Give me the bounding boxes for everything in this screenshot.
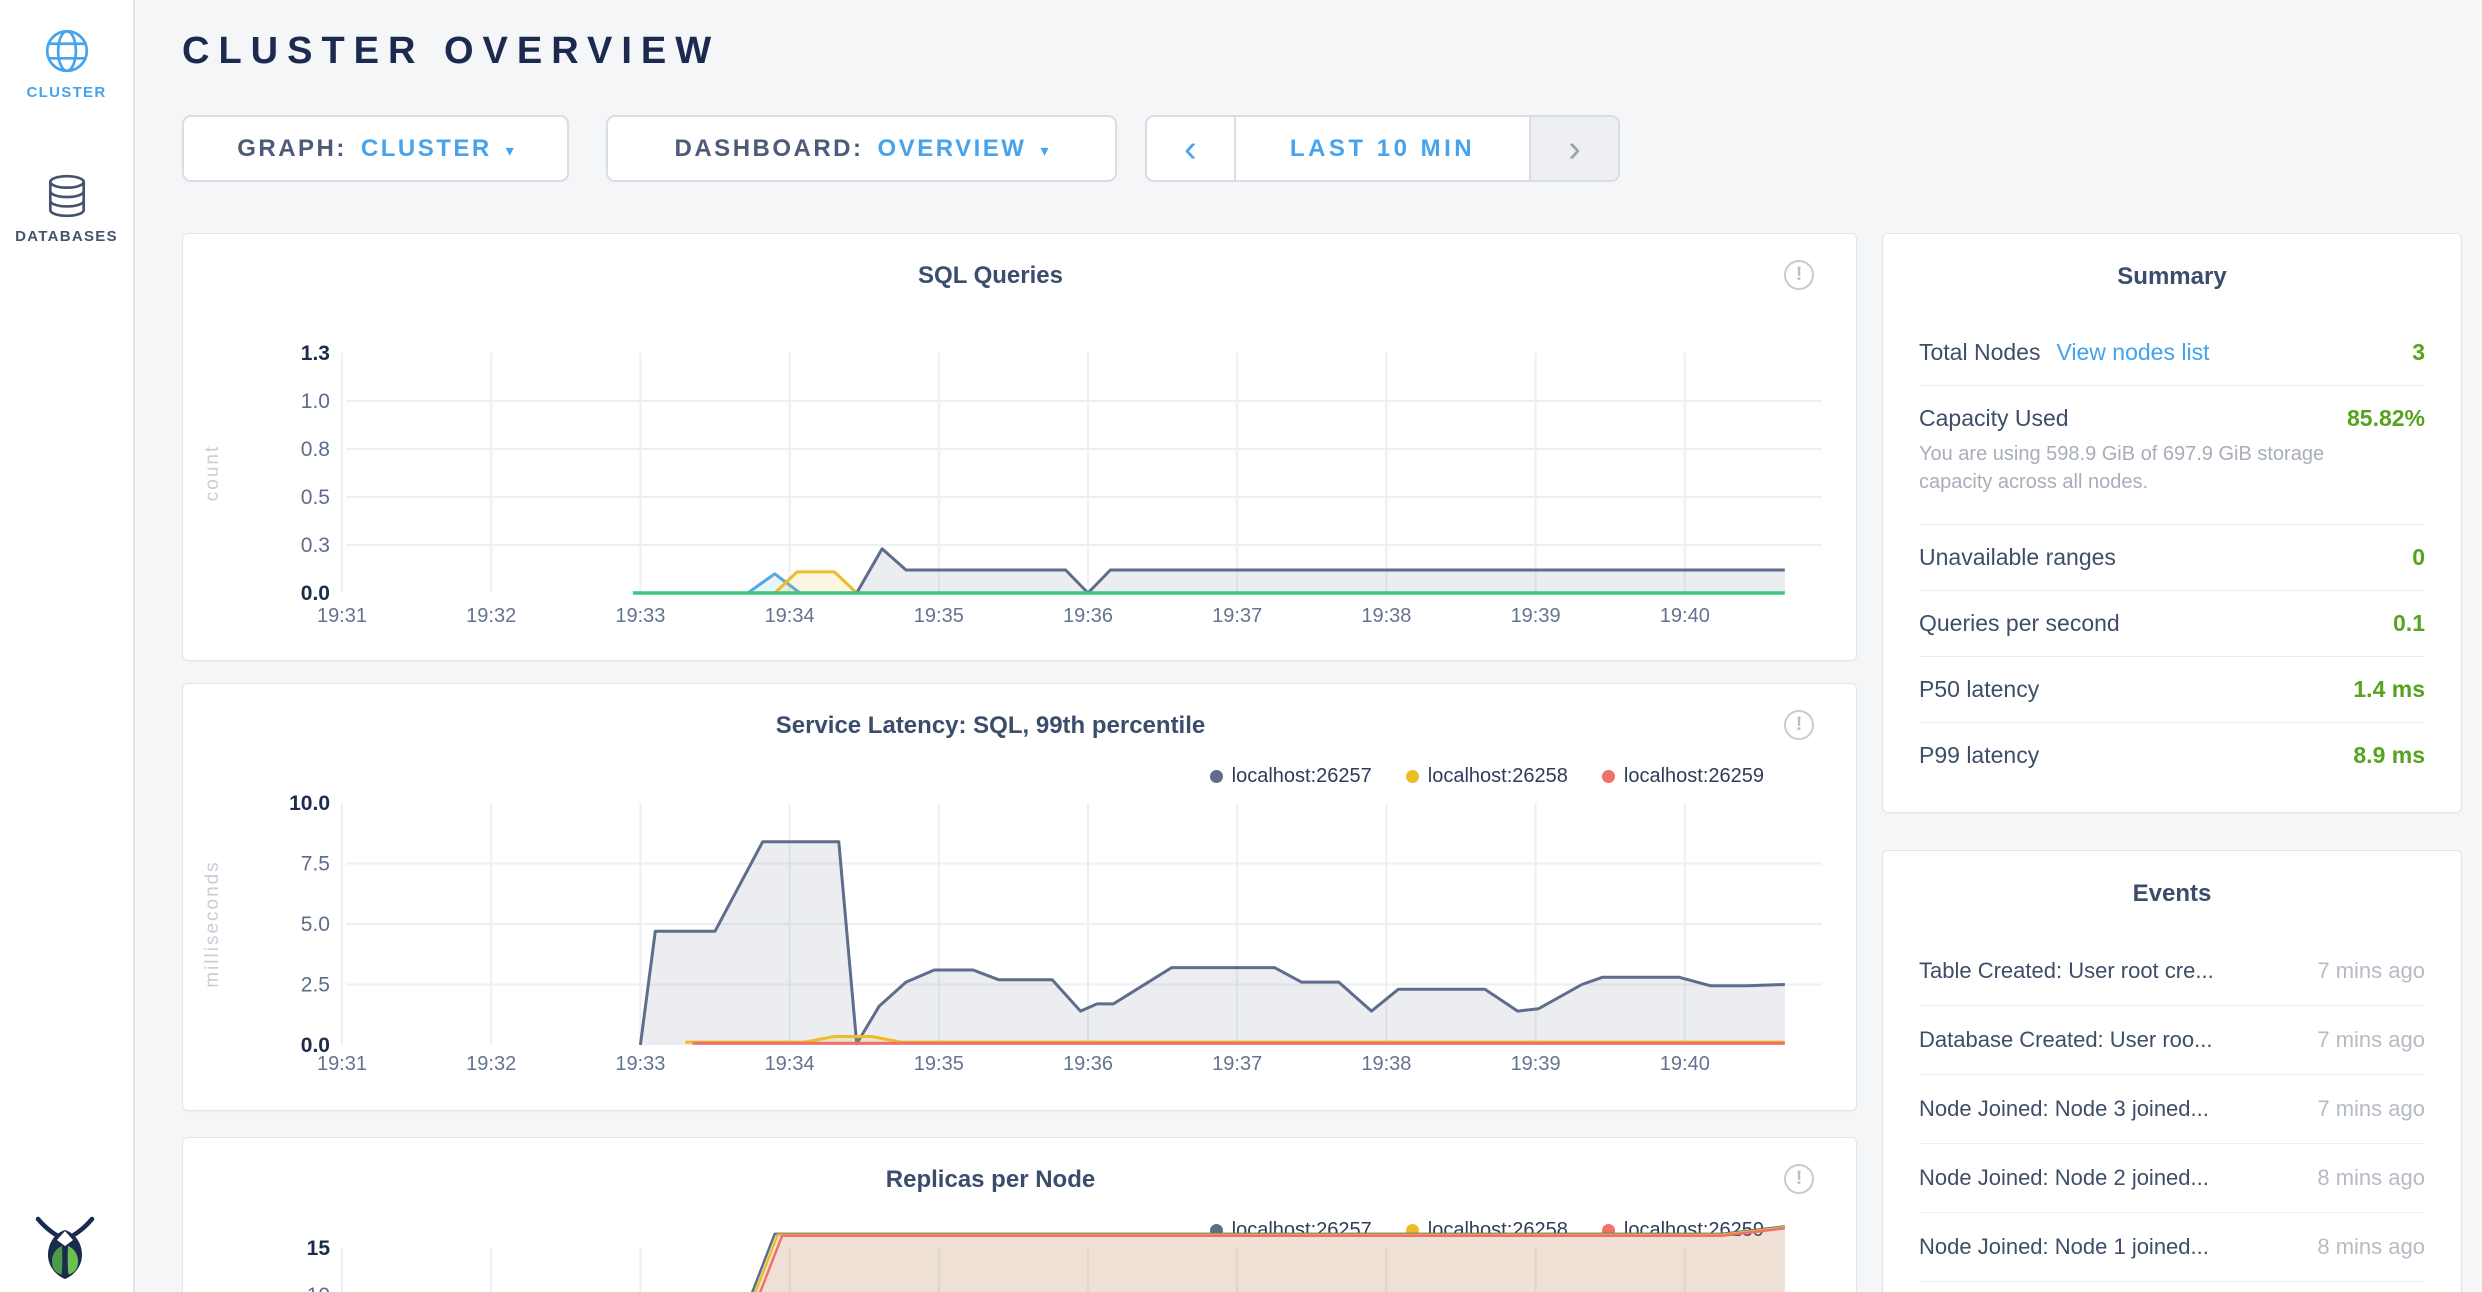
summary-label: Queries per second: [1919, 610, 2120, 636]
event-text: Table Created: User root cre...: [1919, 958, 2214, 983]
event-row: Node Joined: Node 2 joined... 8 mins ago: [1919, 1143, 2425, 1212]
summary-row-p99: P99 latency 8.9 ms: [1919, 722, 2425, 788]
time-window-selector[interactable]: LAST 10 MIN: [1234, 117, 1531, 180]
view-nodes-list-link[interactable]: View nodes list: [2056, 339, 2210, 365]
event-text: Node Joined: Node 2 joined...: [1919, 1165, 2209, 1190]
chart-legend: localhost:26257 localhost:26258 localhos…: [1209, 1219, 1764, 1242]
time-next-button[interactable]: ›: [1531, 117, 1618, 180]
dashboard-dropdown[interactable]: DASHBOARD: OVERVIEW ▾: [606, 115, 1117, 182]
info-icon[interactable]: !: [1784, 710, 1814, 740]
legend-dot: [1601, 1224, 1615, 1237]
events-body: Table Created: User root cre... 7 mins a…: [1883, 937, 2461, 1282]
sidebar-item-cluster[interactable]: CLUSTER: [0, 26, 133, 101]
capacity-subtext: You are using 598.9 GiB of 697.9 GiB sto…: [1919, 443, 2325, 493]
summary-value: 8.9 ms: [2353, 742, 2425, 768]
summary-body: Total Nodes View nodes list 3 Capacity U…: [1883, 320, 2461, 788]
event-time: 7 mins ago: [2317, 1027, 2425, 1052]
legend-dot: [1209, 1224, 1223, 1237]
graph-dropdown[interactable]: GRAPH: CLUSTER ▾: [182, 115, 569, 182]
summary-title: Summary: [2117, 263, 2227, 290]
cockroachdb-logo: [35, 1216, 95, 1279]
sidebar-item-databases[interactable]: DATABASES: [0, 172, 133, 245]
events-title: Events: [2132, 880, 2212, 907]
legend-label: localhost:26259: [1623, 1219, 1764, 1241]
summary-panel: Summary Total Nodes View nodes list 3 Ca…: [1882, 233, 2462, 813]
legend-label: localhost:26257: [1231, 1219, 1372, 1241]
event-text: Database Created: User roo...: [1919, 1027, 2213, 1052]
chevron-down-icon: ▾: [505, 142, 514, 160]
globe-icon: [45, 29, 88, 73]
sql-queries-chart-card: SQL Queries !: [182, 233, 1857, 661]
summary-label: Capacity Used: [1919, 405, 2069, 431]
events-panel: Events Table Created: User root cre... 7…: [1882, 850, 2462, 1292]
summary-label: Unavailable ranges: [1919, 544, 2116, 570]
legend-dot: [1405, 1224, 1419, 1237]
chevron-down-icon: ▾: [1040, 142, 1049, 160]
chart-legend: localhost:26257 localhost:26258 localhos…: [1209, 765, 1764, 788]
database-icon: [48, 174, 85, 218]
summary-row-p50: P50 latency 1.4 ms: [1919, 656, 2425, 722]
summary-row-total-nodes: Total Nodes View nodes list 3: [1919, 320, 2425, 385]
event-time: 8 mins ago: [2317, 1165, 2425, 1190]
info-icon[interactable]: !: [1784, 260, 1814, 290]
summary-label: P99 latency: [1919, 742, 2040, 768]
legend-label: localhost:26258: [1427, 1219, 1568, 1241]
event-text: Node Joined: Node 1 joined...: [1919, 1234, 2209, 1259]
dashboard-dropdown-value: OVERVIEW: [877, 134, 1027, 162]
replicas-per-node-chart-card: Replicas per Node ! localhost:26257 loca…: [182, 1137, 1857, 1292]
chart-title: Replicas per Node: [885, 1166, 1096, 1193]
summary-label: P50 latency: [1919, 676, 2040, 702]
chart-title: SQL Queries: [918, 262, 1063, 289]
legend-item[interactable]: localhost:26258: [1405, 765, 1568, 788]
legend-dot: [1209, 770, 1223, 783]
legend-item[interactable]: localhost:26258: [1405, 1219, 1568, 1242]
summary-row-qps: Queries per second 0.1: [1919, 590, 2425, 656]
event-row: Node Joined: Node 1 joined... 8 mins ago: [1919, 1212, 2425, 1282]
summary-label: Total Nodes: [1919, 339, 2041, 365]
dashboard-dropdown-label: DASHBOARD:: [674, 134, 864, 162]
summary-value: 0.1: [2393, 610, 2425, 636]
legend-dot: [1601, 770, 1615, 783]
legend-dot: [1405, 770, 1419, 783]
event-row: Node Joined: Node 3 joined... 7 mins ago: [1919, 1074, 2425, 1143]
chevron-right-icon: ›: [1568, 127, 1581, 170]
page-title: CLUSTER OVERVIEW: [182, 30, 721, 72]
event-text: Node Joined: Node 3 joined...: [1919, 1096, 2209, 1121]
legend-item[interactable]: localhost:26259: [1601, 765, 1764, 788]
summary-value: 0: [2412, 544, 2425, 570]
chart-title: Service Latency: SQL, 99th percentile: [775, 712, 1206, 739]
legend-label: localhost:26259: [1623, 765, 1764, 787]
legend-label: localhost:26257: [1231, 765, 1372, 787]
graph-dropdown-value: CLUSTER: [360, 134, 492, 162]
chevron-left-icon: ‹: [1184, 127, 1197, 170]
sidebar: CLUSTER DATABASES: [0, 0, 135, 1292]
summary-value: 1.4 ms: [2353, 676, 2425, 702]
sidebar-item-label: CLUSTER: [26, 84, 107, 101]
info-icon[interactable]: !: [1784, 1164, 1814, 1194]
event-row: Database Created: User roo... 7 mins ago: [1919, 1005, 2425, 1074]
summary-value: 3: [2412, 339, 2425, 365]
graph-dropdown-label: GRAPH:: [237, 134, 347, 162]
legend-item[interactable]: localhost:26257: [1209, 1219, 1372, 1242]
event-time: 8 mins ago: [2317, 1234, 2425, 1259]
legend-label: localhost:26258: [1427, 765, 1568, 787]
event-time: 7 mins ago: [2317, 958, 2425, 983]
event-time: 7 mins ago: [2317, 1096, 2425, 1121]
summary-row-unavailable-ranges: Unavailable ranges 0: [1919, 524, 2425, 590]
service-latency-chart-card: Service Latency: SQL, 99th percentile ! …: [182, 683, 1857, 1111]
time-window-label: LAST 10 MIN: [1289, 134, 1476, 162]
summary-value: 85.82%: [2346, 405, 2425, 431]
time-prev-button[interactable]: ‹: [1147, 117, 1234, 180]
event-row: Table Created: User root cre... 7 mins a…: [1919, 937, 2425, 1005]
sidebar-item-label: DATABASES: [15, 228, 118, 245]
legend-item[interactable]: localhost:26259: [1601, 1219, 1764, 1242]
legend-item[interactable]: localhost:26257: [1209, 765, 1372, 788]
time-range-control: ‹ LAST 10 MIN ›: [1145, 115, 1620, 182]
summary-row-capacity: Capacity Used 85.82% You are using 598.9…: [1919, 385, 2425, 524]
